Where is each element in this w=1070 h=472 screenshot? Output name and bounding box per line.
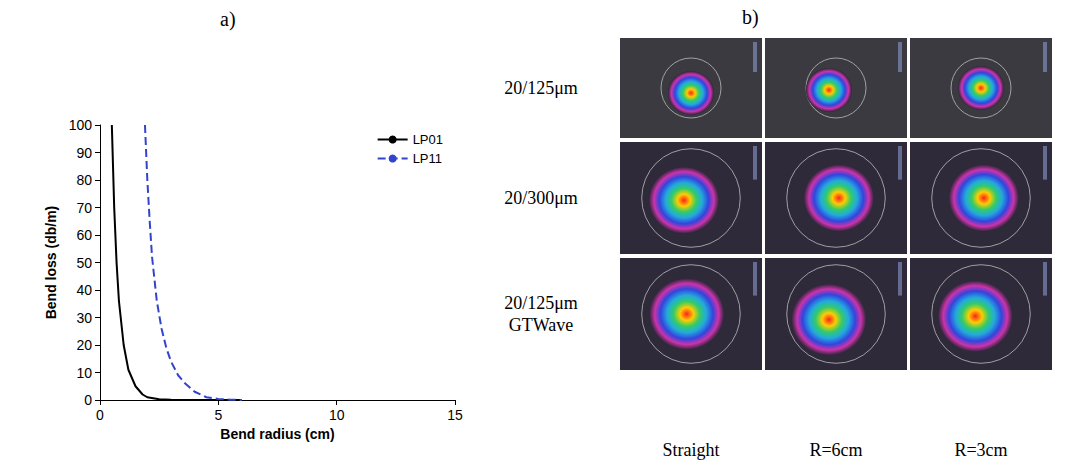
html-text:Straight: Straight — [662, 440, 720, 460]
svg-text:0: 0 — [84, 392, 92, 408]
svg-text:100: 100 — [69, 117, 93, 133]
svg-text:LP01: LP01 — [413, 132, 443, 147]
svg-text:Bend radius (cm): Bend radius (cm) — [220, 426, 334, 442]
svg-text:70: 70 — [76, 200, 92, 216]
svg-text:60: 60 — [76, 227, 92, 243]
svg-text:80: 80 — [76, 172, 92, 188]
svg-text:90: 90 — [76, 145, 92, 161]
svg-text:5: 5 — [214, 407, 222, 423]
svg-text:10: 10 — [329, 407, 345, 423]
html-text:20/300μm: 20/300μm — [504, 188, 578, 208]
svg-text:15: 15 — [447, 407, 463, 423]
html-text:R=6cm: R=6cm — [809, 440, 863, 460]
svg-text:LP11: LP11 — [413, 151, 442, 166]
svg-text:40: 40 — [76, 282, 92, 298]
html-text:20/125μm GTWave: 20/125μm GTWave — [504, 293, 578, 335]
svg-text:50: 50 — [76, 255, 92, 271]
svg-text:Bend loss (db/m): Bend loss (db/m) — [43, 206, 59, 320]
svg-text:0: 0 — [96, 407, 104, 423]
html-text:R=3cm: R=3cm — [954, 440, 1008, 460]
svg-text:10: 10 — [76, 365, 92, 381]
svg-text:20: 20 — [76, 337, 92, 353]
svg-text:30: 30 — [76, 310, 92, 326]
svg-text:a): a) — [220, 8, 236, 31]
html-text:20/125μm: 20/125μm — [504, 78, 578, 98]
html-text:b): b) — [742, 6, 759, 28]
